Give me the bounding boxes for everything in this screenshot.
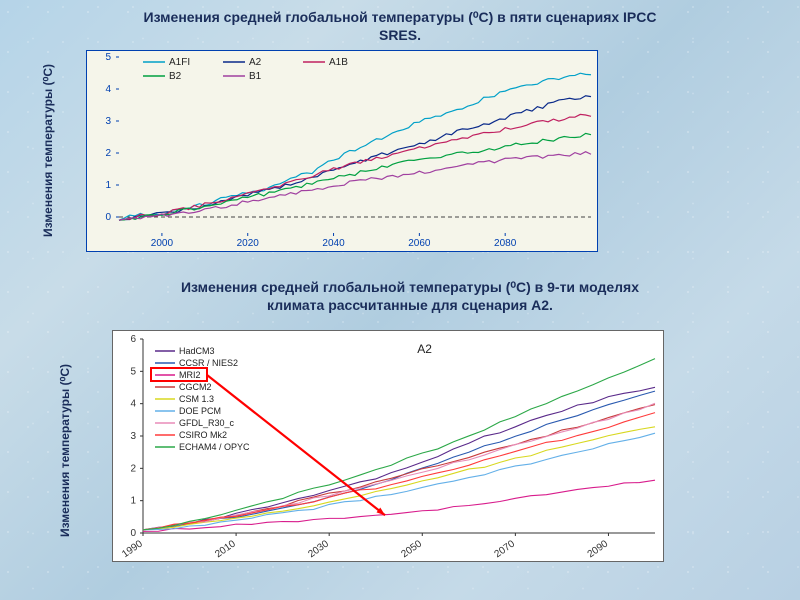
svg-text:2090: 2090 [586,538,611,560]
svg-text:1: 1 [130,496,136,507]
svg-text:A2: A2 [249,57,262,68]
svg-text:2070: 2070 [493,538,518,560]
svg-text:3: 3 [130,431,136,442]
svg-text:1990: 1990 [120,538,145,560]
chart1-svg: 0 1 2 3 4 5 2000 2020 2040 2060 2080 A1FI A2 A1B B2 B1 [87,51,597,251]
svg-text:4: 4 [130,399,136,410]
svg-text:CCSR / NIES2: CCSR / NIES2 [179,358,238,368]
svg-text:2: 2 [130,463,136,474]
svg-text:2030: 2030 [306,538,331,560]
svg-text:B1: B1 [249,71,262,82]
svg-text:A1B: A1B [329,57,348,68]
svg-text:5: 5 [105,52,111,63]
chart2-title: Изменения средней глобальной температуры… [170,278,650,314]
svg-text:0: 0 [130,528,136,539]
svg-text:CSM 1.3: CSM 1.3 [179,394,214,404]
svg-text:6: 6 [130,334,136,345]
svg-text:0: 0 [105,212,111,223]
svg-text:A1FI: A1FI [169,57,190,68]
svg-text:CGCM2: CGCM2 [179,382,212,392]
svg-text:1: 1 [105,180,111,191]
chart2-svg: 0 1 2 3 4 5 6 1990 2010 2030 2050 2070 2090 A2 HadCM3 C… [113,331,663,561]
chart1-ylabel: Изменения температуры (⁰С) [41,64,55,237]
svg-text:2080: 2080 [494,238,517,249]
svg-text:2050: 2050 [399,538,424,560]
svg-text:B2: B2 [169,71,182,82]
svg-text:GFDL_R30_c: GFDL_R30_c [179,418,235,428]
svg-text:2: 2 [105,148,111,159]
svg-text:A2: A2 [417,342,432,356]
chart2: 0 1 2 3 4 5 6 1990 2010 2030 2050 2070 2090 A2 HadCM3 C… [112,330,664,562]
svg-text:2010: 2010 [213,538,238,560]
svg-text:CSIRO Mk2: CSIRO Mk2 [179,430,227,440]
svg-text:2000: 2000 [151,238,174,249]
svg-text:5: 5 [130,366,136,377]
svg-text:2060: 2060 [408,238,431,249]
svg-text:3: 3 [105,116,111,127]
svg-text:HadCM3: HadCM3 [179,346,215,356]
chart1: 0 1 2 3 4 5 2000 2020 2040 2060 2080 A1FI A2 A1B B2 B1 [86,50,598,252]
svg-text:2020: 2020 [237,238,260,249]
svg-text:DOE PCM: DOE PCM [179,406,221,416]
chart1-title: Изменения средней глобальной температуры… [130,8,670,44]
chart2-ylabel: Изменения температуры (⁰С) [58,364,72,537]
svg-text:4: 4 [105,84,111,95]
svg-text:ECHAM4 / OPYC: ECHAM4 / OPYC [179,442,250,452]
svg-text:MRI2: MRI2 [179,370,201,380]
svg-text:2040: 2040 [322,238,345,249]
